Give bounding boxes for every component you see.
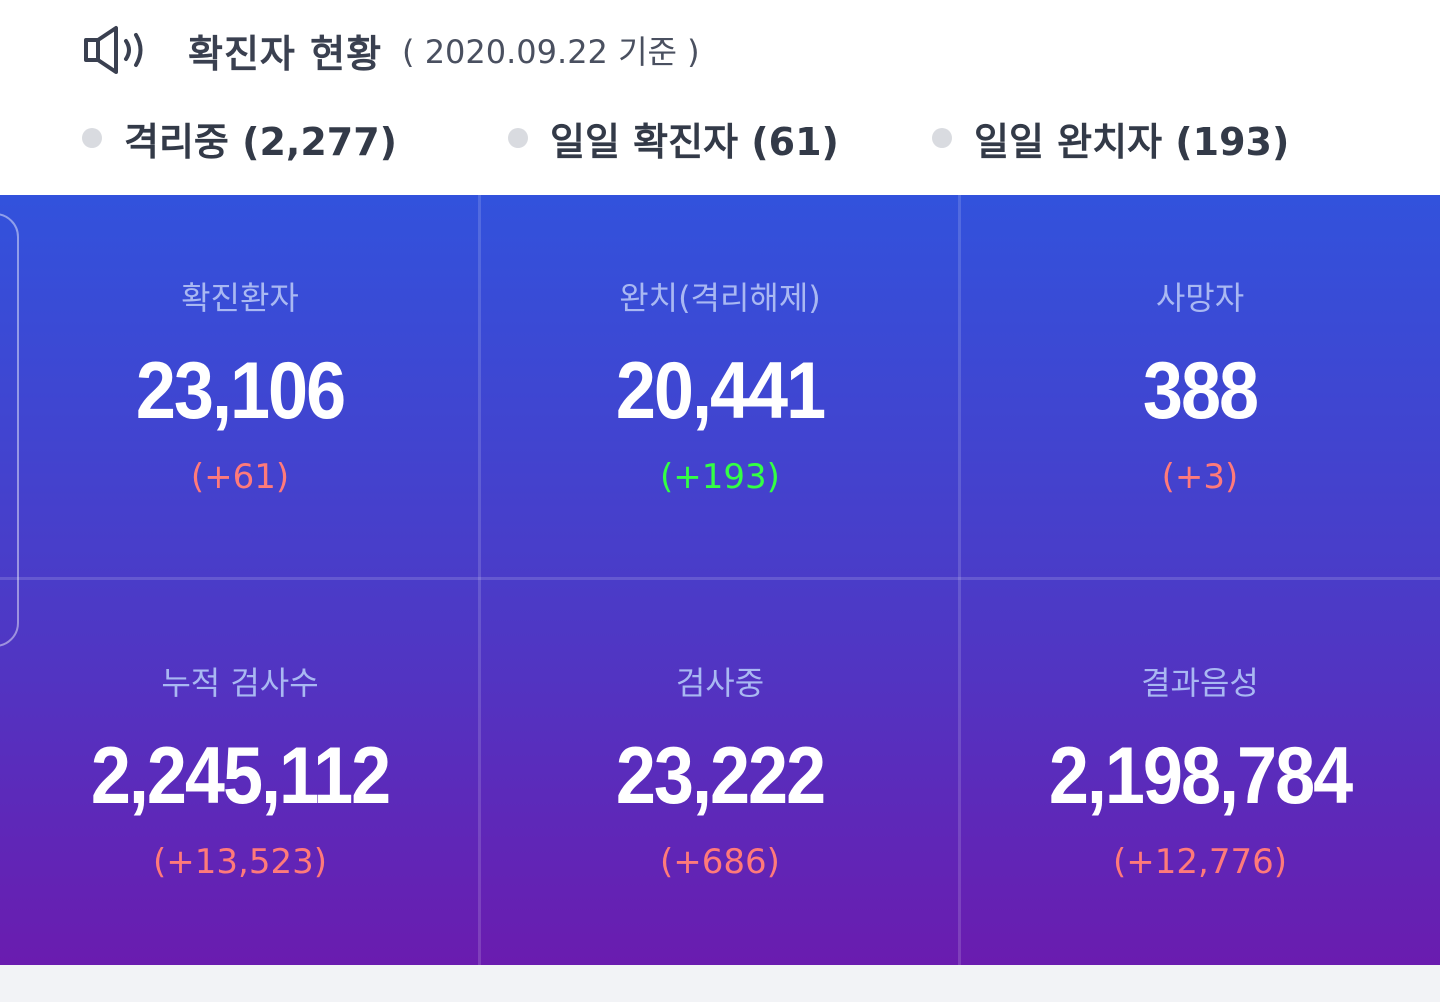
speaker-icon[interactable] — [82, 25, 154, 75]
summary-row: 격리중 (2,277) 일일 확진자 (61) 일일 완치자 (193) — [82, 108, 1382, 168]
stat-value: 23,222 — [615, 731, 826, 821]
stat-value: 2,245,112 — [90, 731, 391, 821]
stat-delta: (+3) — [1161, 457, 1239, 497]
stat-value: 23,106 — [135, 346, 346, 436]
bottom-strip — [0, 965, 1440, 1002]
stat-delta: (+686) — [660, 842, 780, 882]
bullet-icon — [932, 128, 952, 148]
stat-delta: (+13,523) — [153, 842, 327, 882]
divider — [0, 577, 1440, 580]
stat-label: 결과음성 — [1141, 664, 1259, 702]
stat-value: 388 — [1142, 346, 1259, 436]
stat-value: 2,198,784 — [1048, 731, 1353, 821]
stat-label: 확진환자 — [181, 279, 299, 317]
stat-testing: 검사중 23,222 (+686) — [480, 580, 960, 965]
stat-delta: (+193) — [660, 457, 780, 497]
bullet-icon — [82, 128, 102, 148]
date-label: ( 2020.09.22 기준 ) — [402, 33, 700, 71]
summary-item-daily-recovered: 일일 완치자 (193) — [932, 108, 1289, 168]
status-header: 확진자 현황 ( 2020.09.22 기준 ) 격리중 (2,277) 일일 … — [0, 0, 1440, 195]
summary-label: 일일 확진자 (61) — [550, 119, 839, 164]
stat-value: 20,441 — [615, 346, 826, 436]
stats-panel: 확진환자 23,106 (+61) 완치(격리해제) 20,441 (+193)… — [0, 195, 1440, 965]
stat-negative: 결과음성 2,198,784 (+12,776) — [960, 580, 1440, 965]
divider — [478, 195, 481, 965]
stat-recovered: 완치(격리해제) 20,441 (+193) — [480, 195, 960, 580]
stat-delta: (+12,776) — [1113, 842, 1287, 882]
stat-confirmed: 확진환자 23,106 (+61) — [0, 195, 480, 580]
header-row: 확진자 현황 ( 2020.09.22 기준 ) — [82, 22, 700, 78]
stat-total-tests: 누적 검사수 2,245,112 (+13,523) — [0, 580, 480, 965]
page-title: 확진자 현황 — [188, 31, 383, 76]
summary-item-daily-confirmed: 일일 확진자 (61) — [508, 108, 839, 168]
summary-item-isolating: 격리중 (2,277) — [82, 108, 397, 168]
stat-label: 누적 검사수 — [161, 664, 319, 702]
stat-label: 사망자 — [1155, 279, 1245, 317]
stat-delta: (+61) — [190, 457, 290, 497]
summary-label: 격리중 (2,277) — [124, 119, 398, 164]
divider — [958, 195, 961, 965]
summary-label: 일일 완치자 (193) — [974, 119, 1290, 164]
stat-deaths: 사망자 388 (+3) — [960, 195, 1440, 580]
bullet-icon — [508, 128, 528, 148]
stat-label: 검사중 — [675, 664, 765, 702]
stat-label: 완치(격리해제) — [619, 279, 821, 317]
